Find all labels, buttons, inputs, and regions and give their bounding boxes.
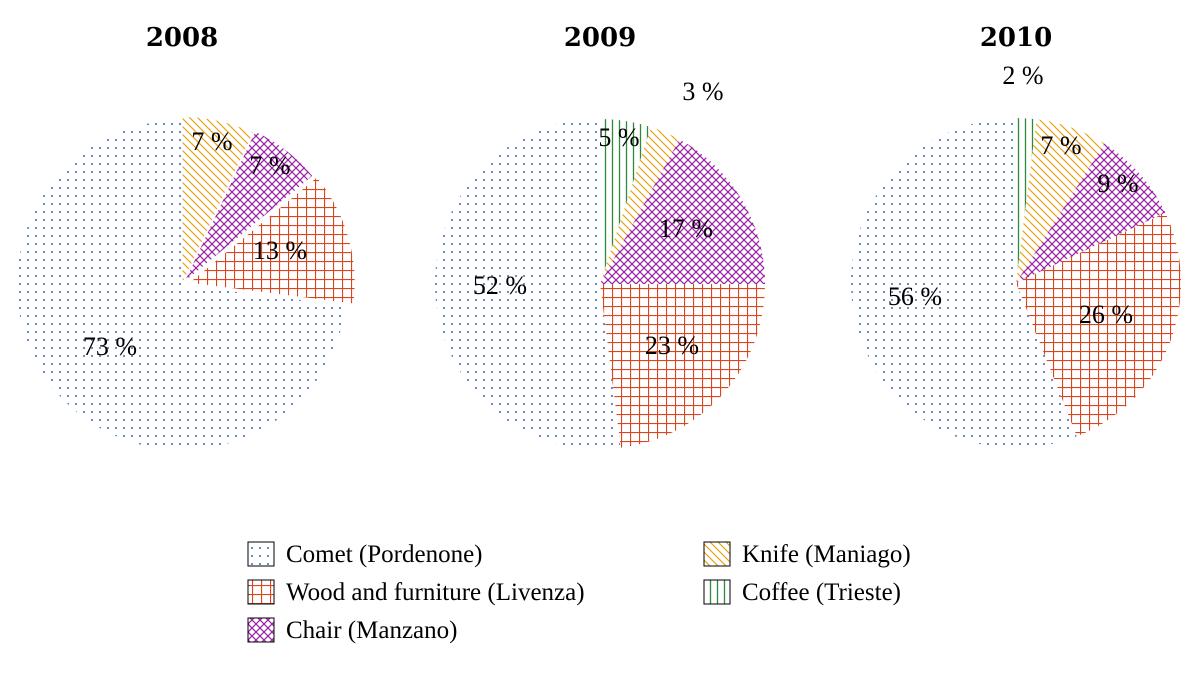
- legend-item-coffee: Coffee (Trieste): [703, 579, 901, 606]
- legend-swatch-coffee: [703, 579, 731, 605]
- slice-label-2010-knife: 7 %: [1040, 131, 1081, 160]
- pie-2008: 2008 7 % 7 % 13 % 73 %: [16, 23, 355, 450]
- slice-label-2009-knife: 3 %: [682, 77, 723, 106]
- legend-item-chair: Chair (Manzano): [247, 617, 457, 644]
- legend-swatch-chair: [247, 617, 275, 643]
- slice-label-2010-comet: 56 %: [888, 282, 942, 311]
- slice-2009-coffee: [600, 119, 651, 284]
- legend-label-coffee: Coffee (Trieste): [742, 579, 901, 606]
- legend-item-knife: Knife (Maniago): [703, 541, 911, 568]
- pie-2009: 2009 5 % 3 % 17 % 23 % 52 %: [434, 23, 765, 449]
- legend-swatch-wood: [247, 579, 275, 605]
- legend: Comet (Pordenone) Knife (Maniago) Wood and…: [247, 541, 911, 644]
- slice-2010-wood: [1016, 212, 1182, 437]
- slice-label-2009-chair: 17 %: [659, 214, 713, 243]
- pie-title-2009: 2009: [564, 23, 636, 53]
- slice-2010-comet: [850, 118, 1077, 449]
- legend-label-wood: Wood and furniture (Livenza): [286, 579, 585, 606]
- slice-label-2009-comet: 52 %: [473, 271, 527, 300]
- slice-label-2010-wood: 26 %: [1079, 300, 1133, 329]
- legend-item-wood: Wood and furniture (Livenza): [247, 579, 585, 606]
- legend-swatch-comet: [247, 541, 275, 567]
- slice-label-2010-coffee: 2 %: [1002, 61, 1043, 90]
- slice-2008-knife: [182, 117, 253, 283]
- legend-label-knife: Knife (Maniago): [742, 541, 911, 568]
- slice-2008-chair: [185, 131, 313, 282]
- pies-layer: 2008 7 % 7 % 13 % 73 % 2009 5 % 3 % 17 % 23 % 52 %…: [16, 23, 1182, 450]
- slice-label-2010-chair: 9 %: [1097, 169, 1138, 198]
- slice-label-2008-knife: 7 %: [191, 127, 232, 156]
- pie-title-2010: 2010: [980, 23, 1052, 53]
- slice-2010-chair: [1016, 143, 1166, 283]
- slice-2008-comet: [16, 120, 346, 450]
- slice-2010-coffee: [1016, 118, 1037, 283]
- slice-2008-wood: [189, 177, 355, 304]
- slice-label-2008-chair: 7 %: [249, 151, 290, 180]
- slice-2009-chair: [600, 139, 765, 284]
- slice-label-2009-wood: 23 %: [645, 331, 699, 360]
- legend-swatch-knife: [703, 541, 731, 567]
- legend-label-chair: Chair (Manzano): [286, 617, 457, 644]
- slice-2009-knife: [600, 127, 680, 284]
- slice-2009-comet: [434, 119, 621, 449]
- legend-label-comet: Comet (Pordenone): [286, 541, 482, 568]
- pie-2010: 2010 2 % 7 % 9 % 26 % 56 %: [850, 23, 1182, 449]
- slice-2009-wood: [600, 284, 765, 448]
- pie-title-2008: 2008: [146, 23, 218, 53]
- slice-label-2008-comet: 73 %: [83, 332, 137, 361]
- slice-label-2009-coffee: 5 %: [598, 123, 639, 152]
- slice-2010-knife: [1016, 119, 1105, 283]
- slice-label-2008-wood: 13 %: [253, 236, 307, 265]
- legend-item-comet: Comet (Pordenone): [247, 541, 482, 568]
